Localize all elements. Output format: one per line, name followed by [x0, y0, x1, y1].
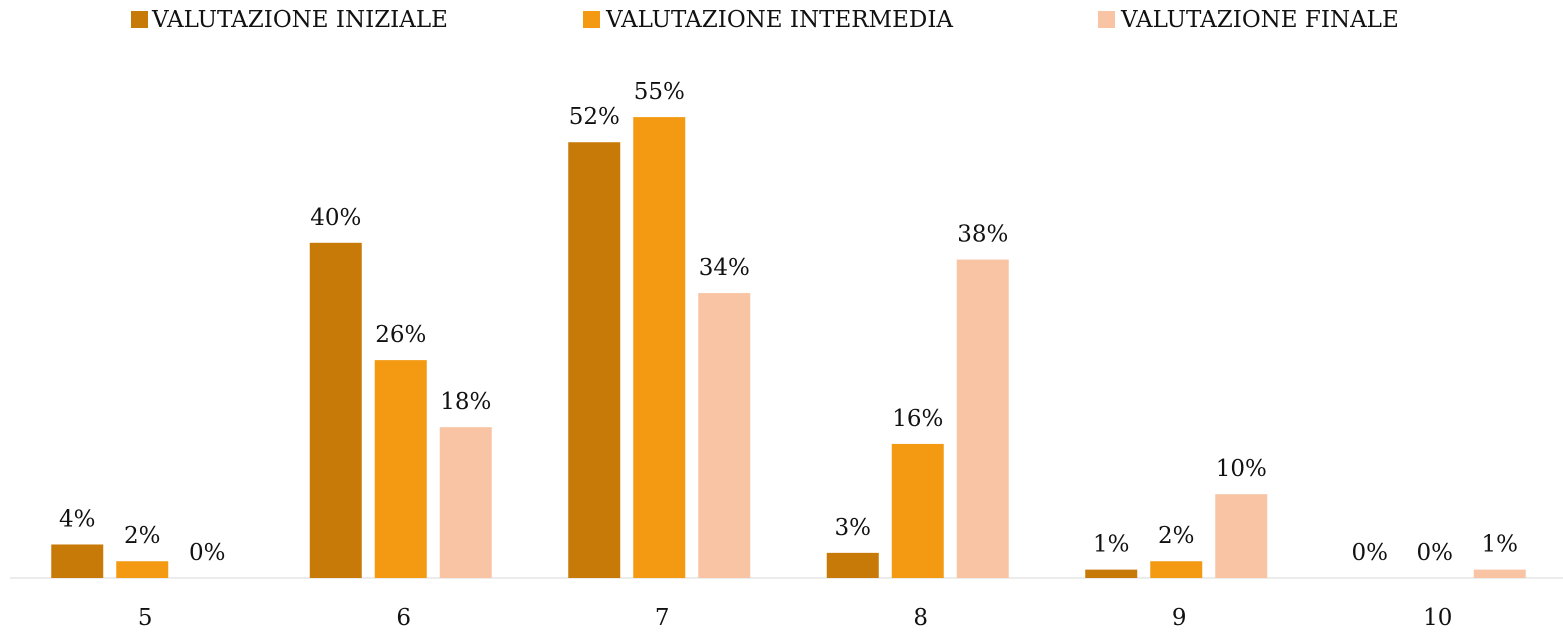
data-label: 2%: [1158, 523, 1195, 549]
legend-swatch: [131, 11, 148, 28]
x-tick-label: 9: [1172, 605, 1187, 631]
bar: [1215, 494, 1268, 578]
bar: [116, 561, 169, 578]
bar: [826, 552, 879, 578]
data-label: 55%: [634, 79, 685, 105]
data-label: 34%: [699, 255, 750, 281]
data-label: 10%: [1216, 456, 1267, 482]
legend-label: VALUTAZIONE FINALE: [1120, 7, 1399, 33]
legend-swatch: [583, 11, 600, 28]
bar: [374, 360, 427, 578]
bar: [891, 443, 944, 578]
x-tick-label: 5: [138, 605, 153, 631]
bar: [1473, 569, 1526, 578]
bar: [1085, 569, 1138, 578]
bar: [309, 242, 362, 579]
data-label: 16%: [892, 406, 943, 432]
data-label: 1%: [1093, 532, 1130, 558]
bar: [51, 544, 104, 578]
data-label: 0%: [189, 540, 226, 566]
bar: [568, 142, 621, 579]
data-label: 1%: [1482, 532, 1519, 558]
legend-label: VALUTAZIONE INIZIALE: [151, 7, 448, 33]
data-label: 4%: [59, 506, 96, 532]
x-tick-label: 6: [396, 605, 411, 631]
data-label: 2%: [124, 523, 161, 549]
bar: [439, 427, 492, 578]
x-tick-label: 7: [655, 605, 670, 631]
data-label: 40%: [310, 205, 361, 231]
data-label: 0%: [1352, 540, 1389, 566]
bar: [698, 293, 751, 578]
bar: [956, 259, 1009, 578]
x-tick-label: 8: [913, 605, 928, 631]
data-label: 38%: [957, 222, 1008, 248]
legend-label: VALUTAZIONE INTERMEDIA: [605, 7, 953, 33]
data-label: 0%: [1417, 540, 1454, 566]
bar: [633, 117, 686, 578]
legend-swatch: [1098, 11, 1115, 28]
data-label: 52%: [569, 104, 620, 130]
x-tick-label: 10: [1423, 605, 1452, 631]
data-label: 18%: [440, 389, 491, 415]
data-label: 3%: [835, 515, 872, 541]
bar: [1150, 561, 1203, 578]
data-label: 26%: [375, 322, 426, 348]
